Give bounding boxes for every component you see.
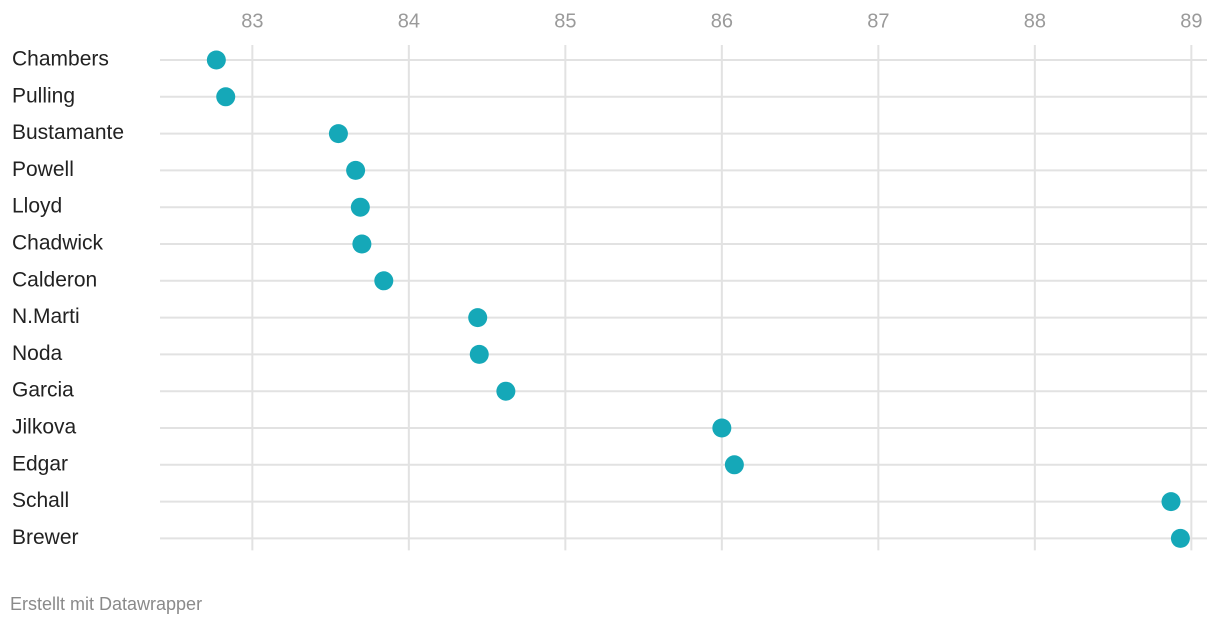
dot [350, 197, 370, 217]
dot [712, 418, 732, 438]
x-tick-label: 85 [554, 10, 576, 32]
y-tick-label: N.Marti [12, 305, 80, 328]
dot [346, 160, 366, 180]
y-tick-label: Noda [12, 342, 63, 365]
footer: Erstellt mit Datawrapper [10, 594, 202, 614]
dot [328, 124, 348, 144]
y-tick-label: Powell [12, 158, 74, 181]
y-tick-label: Garcia [12, 379, 74, 402]
dot [469, 344, 489, 364]
x-tick-label: 87 [867, 10, 889, 32]
x-tick-label: 84 [398, 10, 420, 32]
dot [216, 87, 236, 107]
dot [468, 308, 488, 328]
x-tick-label: 89 [1180, 10, 1202, 32]
y-tick-label: Chambers [12, 48, 109, 71]
y-tick-label: Pulling [12, 84, 75, 107]
dot [496, 381, 516, 401]
x-tick-label: 88 [1024, 10, 1046, 32]
dot [374, 271, 394, 291]
y-tick-label: Jilkova [12, 416, 77, 439]
y-tick-label: Edgar [12, 452, 68, 475]
dot [1170, 528, 1190, 548]
dot [1161, 492, 1181, 512]
y-tick-label: Brewer [12, 526, 79, 549]
y-tick-label: Chadwick [12, 232, 104, 255]
y-tick-label: Lloyd [12, 195, 62, 218]
y-tick-label: Calderon [12, 268, 97, 291]
dot [724, 455, 744, 475]
dot [352, 234, 372, 254]
x-tick-label: 86 [711, 10, 733, 32]
y-tick-label: Schall [12, 489, 69, 512]
x-tick-label: 83 [241, 10, 263, 32]
dot [206, 50, 226, 70]
y-tick-label: Bustamante [12, 121, 124, 144]
